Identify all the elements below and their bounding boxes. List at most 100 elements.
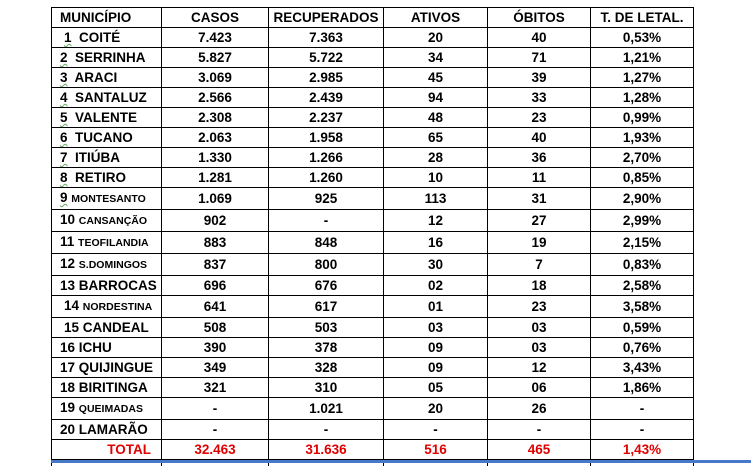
obitos-cell: 03 <box>488 338 591 358</box>
covid-municipality-table: MUNICÍPIO CASOS RECUPERADOS ATIVOS ÓBITO… <box>51 7 694 466</box>
municipio-name: MONTESANTO <box>71 193 145 205</box>
municipio-cell: 11 TEOFILANDIA <box>52 232 162 254</box>
obitos-cell: 03 <box>488 318 591 338</box>
total-recuperados: 31.636 <box>269 440 384 460</box>
letal-cell: 0,76% <box>591 338 694 358</box>
row-number: 20 <box>60 422 75 437</box>
recuperados-cell: 848 <box>269 232 384 254</box>
municipio-cell: 4 SANTALUZ <box>52 88 162 108</box>
row-number: 4 <box>60 90 68 105</box>
obitos-cell: 39 <box>488 68 591 88</box>
row-number: 6 <box>60 130 68 145</box>
ativos-cell: 05 <box>384 378 488 398</box>
recuperados-cell: 310 <box>269 378 384 398</box>
casos-cell: 883 <box>162 232 269 254</box>
row-number: 9 <box>60 190 68 205</box>
municipio-name: RETIRO <box>75 170 126 185</box>
casos-cell: - <box>162 398 269 420</box>
casos-cell: 3.069 <box>162 68 269 88</box>
casos-cell: 349 <box>162 358 269 378</box>
letal-cell: 2,58% <box>591 276 694 296</box>
recuperados-cell: 1.266 <box>269 148 384 168</box>
total-letal: 1,43% <box>591 440 694 460</box>
letal-cell: 0,53% <box>591 28 694 48</box>
total-casos: 32.463 <box>162 440 269 460</box>
municipio-cell: 17 QUIJINGUE <box>52 358 162 378</box>
municipio-name: ITIÚBA <box>75 150 120 165</box>
municipio-cell: 6 TUCANO <box>52 128 162 148</box>
letal-cell: - <box>591 420 694 440</box>
recuperados-cell: 7.363 <box>269 28 384 48</box>
row-number: 14 <box>64 298 79 313</box>
municipio-name: QUIJINGUE <box>79 360 153 375</box>
recuperados-cell: 5.722 <box>269 48 384 68</box>
letal-cell: - <box>591 398 694 420</box>
recuperados-cell: 925 <box>269 188 384 210</box>
ativos-cell: 09 <box>384 338 488 358</box>
table-row: 20 LAMARÃO----- <box>52 420 694 440</box>
recuperados-cell: 800 <box>269 254 384 276</box>
letal-cell: 2,90% <box>591 188 694 210</box>
casos-cell: 390 <box>162 338 269 358</box>
municipio-name: BARROCAS <box>79 278 157 293</box>
casos-cell: 508 <box>162 318 269 338</box>
letal-cell: 1,21% <box>591 48 694 68</box>
ativos-cell: 20 <box>384 398 488 420</box>
header-obitos: ÓBITOS <box>488 8 591 28</box>
ativos-cell: 12 <box>384 210 488 232</box>
row-number: 1 <box>64 30 72 45</box>
letal-cell: 2,99% <box>591 210 694 232</box>
ativos-cell: 34 <box>384 48 488 68</box>
obitos-cell: - <box>488 420 591 440</box>
municipio-cell: 12 S.DOMINGOS <box>52 254 162 276</box>
recuperados-cell: 328 <box>269 358 384 378</box>
municipio-name: LAMARÃO <box>79 422 148 437</box>
municipio-cell: 10 CANSANÇÃO <box>52 210 162 232</box>
municipio-name: SANTALUZ <box>75 90 147 105</box>
row-number: 12 <box>60 256 75 271</box>
ativos-cell: 28 <box>384 148 488 168</box>
municipio-name: QUEIMADAS <box>79 403 143 415</box>
recuperados-cell: 378 <box>269 338 384 358</box>
row-number: 15 <box>64 320 79 335</box>
row-number: 16 <box>60 340 75 355</box>
letal-cell: 1,27% <box>591 68 694 88</box>
municipio-name: NORDESTINA <box>83 301 152 313</box>
letal-cell: 0,59% <box>591 318 694 338</box>
municipio-name: SERRINHA <box>75 50 146 65</box>
total-obitos: 465 <box>488 440 591 460</box>
municipio-cell: 5 VALENTE <box>52 108 162 128</box>
casos-cell: - <box>162 420 269 440</box>
casos-cell: 1.069 <box>162 188 269 210</box>
letal-cell: 2,15% <box>591 232 694 254</box>
letal-cell: 1,86% <box>591 378 694 398</box>
municipio-cell: 2 SERRINHA <box>52 48 162 68</box>
row-number: 19 <box>60 400 75 415</box>
ativos-cell: 16 <box>384 232 488 254</box>
header-recuperados: RECUPERADOS <box>269 8 384 28</box>
row-number: 18 <box>60 380 75 395</box>
ativos-cell: 01 <box>384 296 488 318</box>
casos-cell: 1.281 <box>162 168 269 188</box>
ativos-cell: 48 <box>384 108 488 128</box>
row-number: 2 <box>60 50 68 65</box>
municipio-name: S.DOMINGOS <box>79 259 147 271</box>
row-number: 17 <box>60 360 75 375</box>
